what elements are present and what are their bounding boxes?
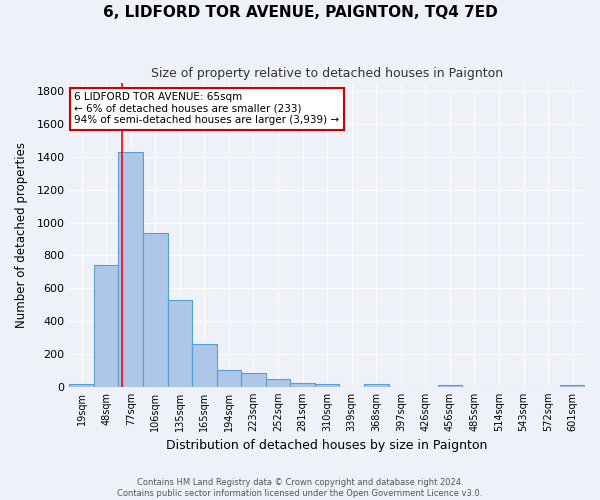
- Bar: [70, 384, 94, 387]
- Bar: [143, 234, 167, 387]
- Bar: [217, 370, 241, 387]
- Bar: [560, 385, 585, 387]
- Bar: [167, 300, 192, 387]
- Bar: [118, 152, 143, 387]
- Bar: [364, 384, 389, 387]
- Bar: [437, 385, 462, 387]
- Text: 6, LIDFORD TOR AVENUE, PAIGNTON, TQ4 7ED: 6, LIDFORD TOR AVENUE, PAIGNTON, TQ4 7ED: [103, 5, 497, 20]
- Bar: [192, 344, 217, 387]
- Bar: [315, 384, 340, 387]
- Text: Contains HM Land Registry data © Crown copyright and database right 2024.
Contai: Contains HM Land Registry data © Crown c…: [118, 478, 482, 498]
- Y-axis label: Number of detached properties: Number of detached properties: [15, 142, 28, 328]
- Text: 6 LIDFORD TOR AVENUE: 65sqm
← 6% of detached houses are smaller (233)
94% of sem: 6 LIDFORD TOR AVENUE: 65sqm ← 6% of deta…: [74, 92, 340, 126]
- X-axis label: Distribution of detached houses by size in Paignton: Distribution of detached houses by size …: [166, 440, 488, 452]
- Bar: [94, 266, 118, 387]
- Bar: [266, 380, 290, 387]
- Bar: [241, 373, 266, 387]
- Bar: [290, 382, 315, 387]
- Title: Size of property relative to detached houses in Paignton: Size of property relative to detached ho…: [151, 68, 503, 80]
